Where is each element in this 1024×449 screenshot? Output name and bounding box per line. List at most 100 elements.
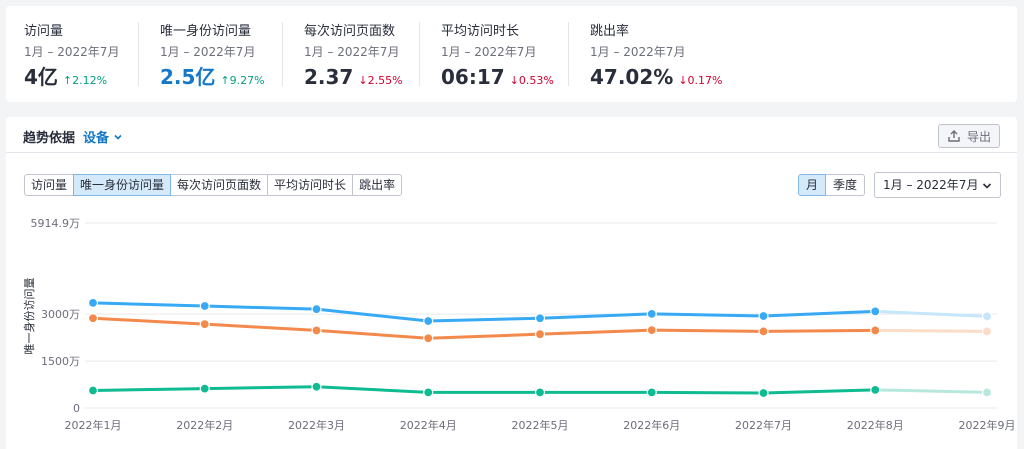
tab-unique-visitors[interactable]: 唯一身份访问量 <box>73 174 172 196</box>
data-point <box>534 313 546 324</box>
arrow-down-icon: ↓ <box>358 74 368 87</box>
stat-title: 平均访问时长 <box>441 24 520 39</box>
series-line <box>92 316 876 340</box>
export-label: 导出 <box>966 129 991 144</box>
data-point <box>646 325 657 336</box>
series-projected-line <box>875 309 988 318</box>
stat-visits[interactable]: 访问量 1月 – 2022年7月 4亿 ↑2.12% <box>24 6 119 102</box>
data-point <box>199 319 210 330</box>
trend-title: 趋势依据 <box>23 131 76 146</box>
x-tick-label: 2022年9月 <box>959 418 1016 432</box>
summary-card: 访问量 1月 – 2022年7月 4亿 ↑2.12% 唯一身份访问量 1月 – … <box>6 6 1017 102</box>
trend-header: 趋势依据 设备 导出 <box>6 117 1017 153</box>
stat-pages-per-visit[interactable]: 每次访问页面数 1月 – 2022年7月 2.37 ↓2.55% <box>304 6 403 102</box>
stat-change-value: 0.17% <box>687 74 723 87</box>
stat-value: 06:17 <box>441 65 505 89</box>
data-point <box>981 326 993 337</box>
data-point <box>758 326 769 337</box>
stat-period: 1月 – 2022年7月 <box>590 45 686 59</box>
upload-icon <box>948 130 960 142</box>
x-tick-label: 2022年3月 <box>288 418 345 432</box>
series-line <box>92 301 876 323</box>
y-tick-label: 3000万 <box>41 308 80 321</box>
stat-title: 访问量 <box>24 24 64 39</box>
stat-value: 2.37 <box>304 65 354 89</box>
data-point <box>87 313 99 324</box>
stat-change: ↓2.55% <box>358 74 402 87</box>
stat-period: 1月 – 2022年7月 <box>441 45 537 59</box>
x-tick-label: 2022年6月 <box>623 418 680 432</box>
divider <box>282 22 283 86</box>
stat-title: 跳出率 <box>590 24 630 39</box>
y-tick-label: 5914.9万 <box>31 217 81 230</box>
x-tick-label: 2022年1月 <box>65 418 122 432</box>
divider <box>419 22 420 86</box>
arrow-up-icon: ↑ <box>220 74 230 87</box>
x-tick-label: 2022年8月 <box>847 418 904 432</box>
x-tick-label: 2022年2月 <box>176 418 233 432</box>
data-point <box>870 384 881 395</box>
data-point <box>534 387 546 398</box>
stat-value: 4亿 <box>24 65 58 89</box>
data-point <box>870 325 881 336</box>
stat-bounce-rate[interactable]: 跳出率 1月 – 2022年7月 47.02% ↓0.17% <box>590 6 722 102</box>
data-point <box>87 297 99 309</box>
arrow-up-icon: ↑ <box>62 74 73 87</box>
stat-avg-duration[interactable]: 平均访问时长 1月 – 2022年7月 06:17 ↓0.53% <box>441 6 554 102</box>
data-point <box>870 306 881 317</box>
tab-bounce-rate[interactable]: 跳出率 <box>352 174 403 196</box>
metric-tabs: 访问量 唯一身份访问量 每次访问页面数 平均访问时长 跳出率 <box>24 174 403 196</box>
data-point <box>646 308 657 319</box>
stat-change-value: 2.12% <box>72 74 108 87</box>
data-point <box>199 383 210 394</box>
date-range-value: 1月 – 2022年7月 <box>883 178 979 192</box>
data-point <box>311 304 322 315</box>
dimension-dropdown[interactable]: 设备 <box>83 127 123 146</box>
divider <box>568 22 569 86</box>
data-point <box>423 315 434 327</box>
data-point <box>311 325 322 336</box>
y-tick-label: 0 <box>73 402 80 415</box>
export-button[interactable]: 导出 <box>938 124 1000 148</box>
data-point <box>423 333 434 344</box>
stat-title: 唯一身份访问量 <box>160 24 252 39</box>
stat-title: 每次访问页面数 <box>304 24 396 39</box>
series-projected-line <box>875 328 988 333</box>
x-tick-label: 2022年7月 <box>735 418 792 432</box>
tab-avg-duration[interactable]: 平均访问时长 <box>267 174 354 196</box>
date-range-select[interactable]: 1月 – 2022年7月 <box>874 172 1001 198</box>
data-point <box>423 387 434 398</box>
stat-unique-visitors[interactable]: 唯一身份访问量 1月 – 2022年7月 2.5亿 ↑9.27% <box>160 6 265 102</box>
stat-value: 47.02% <box>590 65 674 89</box>
stat-period: 1月 – 2022年7月 <box>304 45 400 59</box>
x-tick-label: 2022年4月 <box>400 418 457 432</box>
stat-change-value: 2.55% <box>367 74 403 87</box>
stat-change: ↓0.17% <box>678 74 722 87</box>
data-point <box>646 387 657 398</box>
data-point <box>311 381 322 392</box>
y-tick-label: 1500万 <box>41 355 80 368</box>
stat-change: ↓0.53% <box>510 74 554 87</box>
series-line <box>92 385 876 395</box>
stat-change: ↑9.27% <box>220 74 264 87</box>
dimension-label: 设备 <box>83 131 110 146</box>
data-point <box>758 387 769 399</box>
tab-pages-per-visit[interactable]: 每次访问页面数 <box>170 174 269 196</box>
data-point <box>981 311 993 322</box>
chevron-down-icon <box>982 183 992 189</box>
data-point <box>87 385 99 396</box>
stat-change-value: 0.53% <box>518 74 554 87</box>
stat-value: 2.5亿 <box>160 65 216 89</box>
stat-change-value: 9.27% <box>229 74 265 87</box>
chevron-down-icon <box>114 134 122 140</box>
data-point <box>981 387 993 398</box>
data-point <box>534 329 546 340</box>
y-axis-label: 唯一身份访问量 <box>22 278 36 355</box>
arrow-down-icon: ↓ <box>678 74 688 87</box>
tab-month[interactable]: 月 <box>798 174 827 196</box>
stat-period: 1月 – 2022年7月 <box>24 45 120 59</box>
divider <box>138 22 139 86</box>
data-point <box>199 300 210 312</box>
data-point <box>758 310 769 322</box>
